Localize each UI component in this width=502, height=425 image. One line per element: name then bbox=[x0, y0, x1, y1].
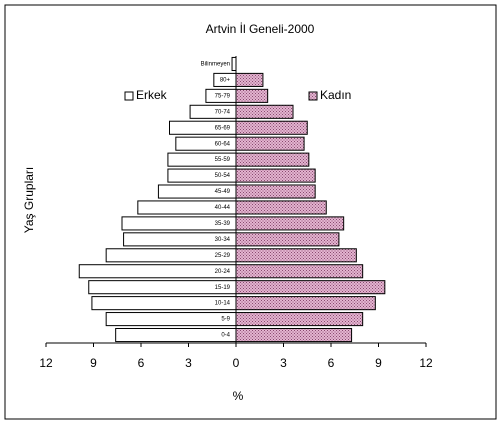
bar bbox=[235, 264, 364, 279]
category-label: 45-49 bbox=[215, 189, 231, 195]
bar bbox=[235, 248, 357, 263]
bar bbox=[235, 296, 376, 311]
category-label: 55-59 bbox=[215, 157, 231, 163]
bar bbox=[235, 88, 269, 103]
bar bbox=[235, 152, 310, 167]
category-label: 60-64 bbox=[215, 141, 231, 147]
x-tick-label: 6 bbox=[328, 356, 335, 370]
x-tick-label: 12 bbox=[39, 356, 53, 370]
bar bbox=[115, 327, 237, 343]
x-tick-label: 9 bbox=[375, 356, 382, 370]
legend-swatch bbox=[124, 91, 134, 101]
category-label: 70-74 bbox=[215, 109, 231, 115]
category-label: Bilinmeyen bbox=[201, 62, 230, 68]
bar bbox=[235, 216, 345, 231]
chart-title: Artvin İl Geneli-2000 bbox=[206, 22, 315, 36]
bar bbox=[235, 200, 327, 215]
bar bbox=[235, 104, 294, 119]
x-tick-label: 6 bbox=[138, 356, 145, 370]
bar bbox=[235, 327, 353, 343]
bar bbox=[235, 72, 264, 87]
bar bbox=[78, 264, 237, 279]
category-label: 40-44 bbox=[215, 205, 231, 211]
bar bbox=[231, 56, 237, 72]
bar bbox=[235, 280, 386, 295]
bar bbox=[235, 184, 316, 199]
bar bbox=[105, 312, 237, 327]
y-axis-label: Yaş Grupları bbox=[22, 167, 36, 233]
legend-label: Kadın bbox=[320, 88, 351, 102]
category-label: 20-24 bbox=[215, 269, 231, 275]
bar bbox=[235, 232, 340, 247]
legend-swatch bbox=[308, 91, 318, 101]
bar bbox=[235, 136, 305, 151]
bar bbox=[235, 168, 316, 183]
category-label: 25-29 bbox=[215, 253, 231, 259]
category-label: 5-9 bbox=[221, 317, 230, 323]
category-label: 0-4 bbox=[221, 333, 230, 339]
category-label: 80+ bbox=[220, 77, 231, 83]
category-label: 30-34 bbox=[215, 237, 231, 243]
category-label: 75-79 bbox=[215, 93, 231, 99]
category-label: 15-19 bbox=[215, 285, 231, 291]
legend-label: Erkek bbox=[136, 88, 168, 102]
bar bbox=[235, 120, 308, 135]
category-label: 65-69 bbox=[215, 125, 231, 131]
frame bbox=[4, 4, 497, 420]
bar bbox=[235, 312, 364, 327]
category-label: 50-54 bbox=[215, 173, 231, 179]
x-tick-label: 0 bbox=[233, 356, 240, 370]
x-tick-label: 12 bbox=[419, 356, 433, 370]
category-label: 35-39 bbox=[215, 221, 231, 227]
category-label: 10-14 bbox=[215, 301, 231, 307]
x-tick-label: 3 bbox=[280, 356, 287, 370]
x-tick-label: 3 bbox=[185, 356, 192, 370]
x-tick-label: 9 bbox=[90, 356, 97, 370]
x-axis-label: % bbox=[233, 389, 244, 403]
